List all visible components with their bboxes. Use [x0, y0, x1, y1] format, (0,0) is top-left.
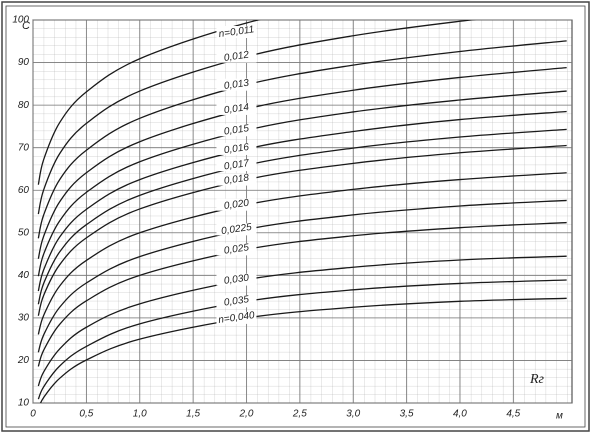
y-tick-label: 60	[18, 185, 30, 196]
label-bg	[216, 159, 257, 172]
label-bg	[216, 223, 257, 236]
label-bg	[216, 173, 257, 186]
curve-label: 0,014	[223, 102, 250, 116]
label-bg	[216, 78, 257, 91]
x-axis-label: Rг	[529, 372, 545, 387]
curve-label: 0,016	[223, 142, 250, 156]
curve	[37, 144, 567, 316]
curve-label: 0,018	[223, 172, 250, 186]
curve-label: 0,025	[223, 242, 250, 256]
curve	[37, 172, 567, 335]
curve-label: 0,0225	[221, 222, 253, 237]
curve-label: 0,013	[223, 78, 250, 92]
curve	[37, 199, 567, 353]
x-tick-label: 3,0	[346, 409, 360, 420]
y-tick-label: 30	[18, 313, 30, 324]
label-bg	[216, 198, 257, 211]
x-tick-label: 3,5	[400, 409, 414, 420]
y-tick-label: 50	[18, 227, 30, 238]
x-tick-label: 0	[30, 409, 36, 420]
label-bg	[216, 273, 257, 286]
curve	[37, 67, 567, 259]
curve	[37, 221, 567, 367]
curves	[37, 20, 567, 403]
curve	[37, 128, 567, 305]
label-bg	[216, 26, 257, 38]
x-tick-label: 0,5	[79, 409, 93, 420]
label-bg	[216, 311, 257, 324]
curve-label: 0,020	[223, 198, 250, 212]
label-bg	[216, 295, 257, 308]
curve-label: 0,017	[223, 158, 250, 172]
y-axis-label: C	[22, 20, 30, 32]
curve	[37, 110, 567, 292]
curve	[37, 90, 567, 277]
curve	[37, 255, 567, 387]
x-tick-label: 2,5	[292, 409, 307, 420]
curve-label: 0,012	[223, 49, 250, 63]
curve	[37, 40, 567, 239]
curve-label: 0,015	[223, 123, 250, 137]
plot-area	[32, 19, 573, 404]
x-tick-label: 2,0	[239, 409, 254, 420]
curve	[37, 279, 567, 400]
curve-label: n=0,040	[218, 310, 256, 326]
x-tick-label: 1,0	[133, 409, 147, 420]
curve-label: 0,035	[223, 294, 250, 308]
y-tick-label: 70	[18, 142, 30, 153]
label-bg	[216, 50, 257, 63]
curve-label: 0,030	[223, 272, 250, 286]
label-bg	[216, 124, 257, 137]
label-bg	[216, 142, 257, 155]
x-tick-label: 1,5	[186, 409, 200, 420]
curve	[39, 297, 567, 403]
inner-frame	[5, 5, 586, 428]
label-bg	[216, 102, 257, 115]
x-unit: м	[556, 411, 563, 422]
y-tick-label: 100	[12, 15, 29, 26]
curve-label: n=0,011	[218, 24, 255, 40]
curve	[37, 20, 477, 215]
y-tick-label: 10	[18, 398, 30, 409]
x-tick-label: 4,0	[453, 409, 467, 420]
y-tick-label: 20	[17, 355, 30, 366]
y-tick-label: 90	[18, 57, 30, 68]
curve	[37, 20, 261, 185]
y-tick-label: 40	[18, 270, 30, 281]
label-bg	[216, 243, 257, 256]
y-tick-label: 80	[18, 100, 30, 111]
x-tick-label: 4,5	[506, 409, 520, 420]
